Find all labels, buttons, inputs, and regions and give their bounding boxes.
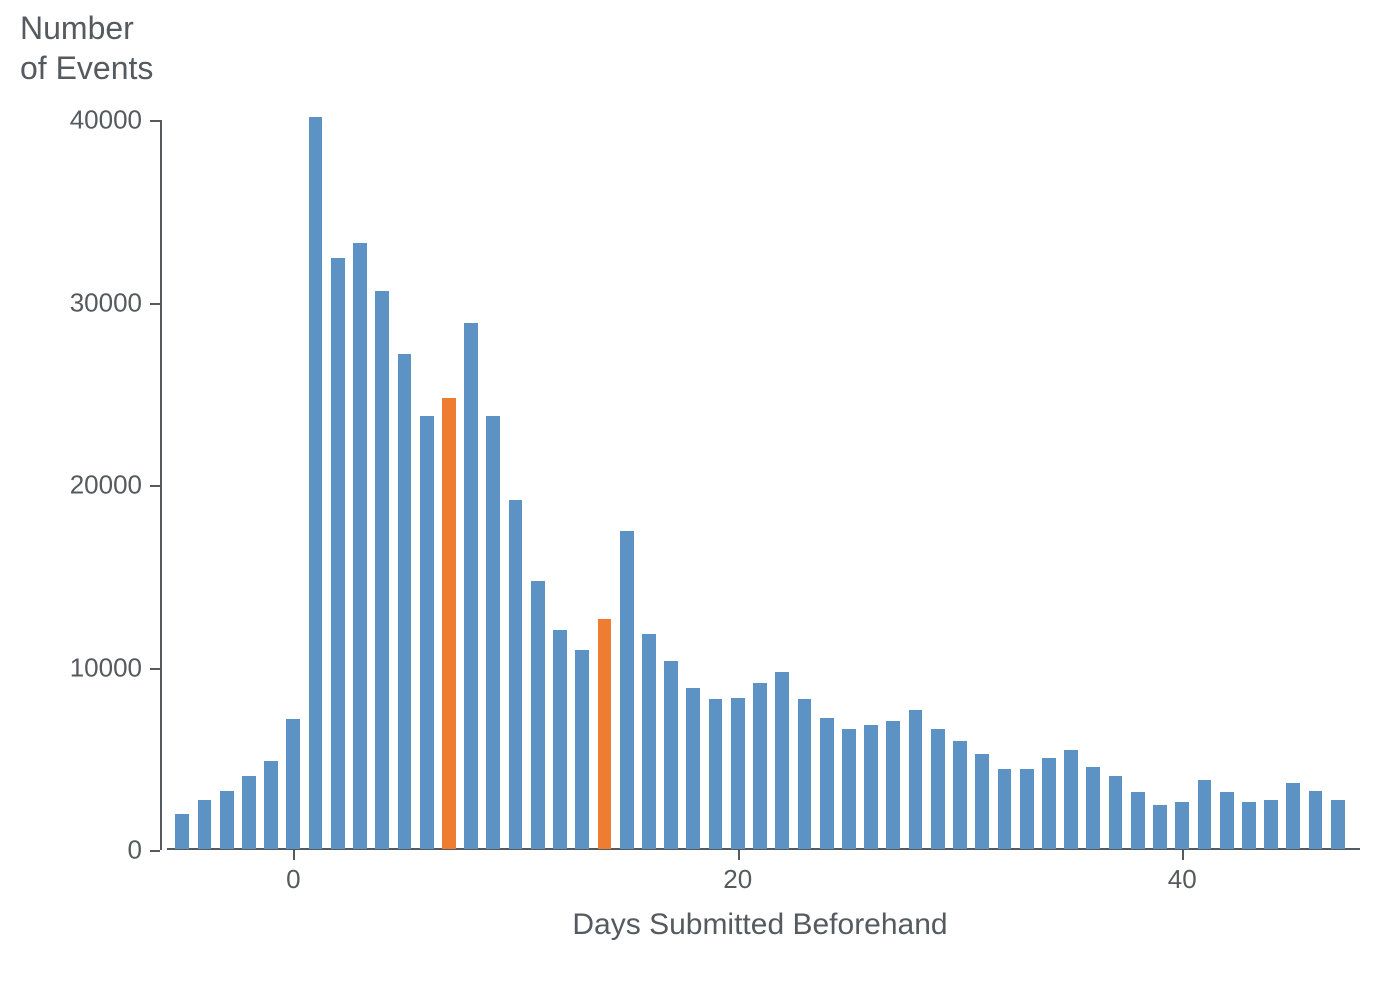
bar <box>264 761 278 849</box>
bar <box>620 531 634 849</box>
bar <box>1220 792 1234 849</box>
bar <box>331 258 345 849</box>
bar <box>775 672 789 849</box>
bar <box>1086 767 1100 849</box>
bar <box>1020 769 1034 849</box>
histogram-chart: Number of Events Days Submitted Beforeha… <box>0 0 1400 1000</box>
x-tick-label: 40 <box>1168 864 1197 895</box>
bar <box>1042 758 1056 849</box>
bar <box>175 814 189 849</box>
bar <box>820 718 834 849</box>
y-tick-label: 10000 <box>70 652 142 683</box>
x-axis-title: Days Submitted Beforehand <box>572 908 947 942</box>
bar <box>1064 750 1078 849</box>
y-tick <box>150 120 160 122</box>
bar <box>286 719 300 849</box>
bar <box>509 500 523 849</box>
bar <box>998 769 1012 849</box>
bar <box>353 243 367 849</box>
y-tick-label: 40000 <box>70 105 142 136</box>
bar <box>198 800 212 849</box>
bar <box>975 754 989 849</box>
bar <box>731 698 745 849</box>
bar <box>1175 802 1189 849</box>
bar <box>464 323 478 849</box>
bar <box>953 741 967 849</box>
bar <box>1286 783 1300 849</box>
bar <box>864 725 878 849</box>
x-tick <box>738 850 740 860</box>
bar <box>686 688 700 849</box>
bar <box>1331 800 1345 849</box>
plot-area: Days Submitted Beforehand 01000020000300… <box>160 120 1360 850</box>
bar <box>1309 791 1323 849</box>
bar <box>931 729 945 849</box>
x-tick-label: 20 <box>723 864 752 895</box>
bar <box>886 721 900 849</box>
bar <box>798 699 812 849</box>
y-tick-label: 20000 <box>70 470 142 501</box>
bar <box>664 661 678 849</box>
bar <box>709 699 723 849</box>
bar <box>309 117 323 849</box>
y-tick <box>150 850 160 852</box>
bar <box>1109 776 1123 849</box>
bar <box>1264 800 1278 849</box>
bar <box>1153 805 1167 849</box>
x-tick <box>1182 850 1184 860</box>
bar-highlight <box>442 398 456 849</box>
bar <box>1131 792 1145 849</box>
bar <box>398 354 412 849</box>
bar <box>842 729 856 849</box>
bar <box>531 581 545 849</box>
bar <box>486 416 500 849</box>
y-tick <box>150 485 160 487</box>
bar <box>220 791 234 849</box>
bar <box>1198 780 1212 849</box>
y-tick <box>150 303 160 305</box>
bar <box>575 650 589 849</box>
y-tick-label: 30000 <box>70 287 142 318</box>
x-tick-label: 0 <box>286 864 300 895</box>
bar <box>753 683 767 849</box>
bar <box>375 291 389 849</box>
bar <box>553 630 567 849</box>
x-tick <box>293 850 295 860</box>
bar <box>242 776 256 849</box>
bar <box>420 416 434 849</box>
y-tick-label: 0 <box>128 835 142 866</box>
y-axis-title: Number of Events <box>20 8 153 88</box>
bar <box>1242 802 1256 849</box>
bars-container <box>160 120 1360 850</box>
bar <box>642 634 656 849</box>
bar-highlight <box>598 619 612 849</box>
bar <box>909 710 923 849</box>
y-tick <box>150 668 160 670</box>
